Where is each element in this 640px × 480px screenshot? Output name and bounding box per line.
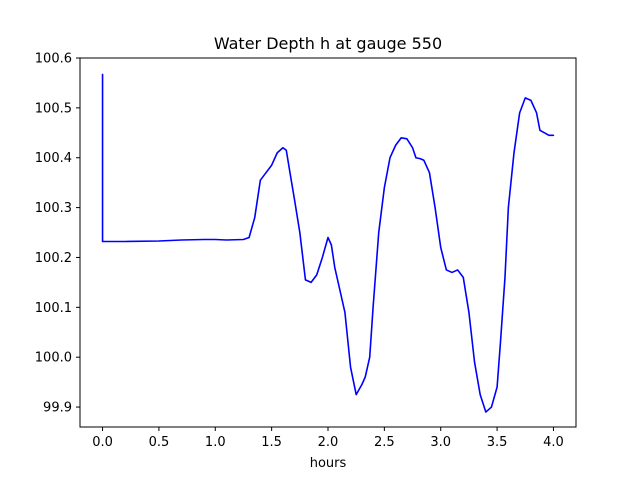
- series-layer: [101, 73, 555, 413]
- x-tick-label: 0.0: [92, 435, 113, 450]
- y-tick-label: 100.6: [35, 52, 72, 67]
- y-tick-label: 100.2: [35, 251, 72, 266]
- x-tick-label: 3.5: [487, 435, 508, 450]
- chart-title: Water Depth h at gauge 550: [214, 34, 442, 53]
- series-line: [101, 73, 555, 413]
- y-tick-label: 99.9: [43, 401, 72, 416]
- x-tick-label: 1.0: [205, 435, 226, 450]
- y-tick-label: 100.3: [35, 201, 72, 216]
- x-tick-label: 2.0: [318, 435, 339, 450]
- x-tick-label: 4.0: [543, 435, 564, 450]
- y-tick-label: 100.1: [35, 301, 72, 316]
- y-tick-label: 100.0: [35, 351, 72, 366]
- x-tick-label: 1.5: [261, 435, 282, 450]
- y-axis: 99.9 100.0 100.1 100.2 100.3 100.4 100.5 100.6: [35, 52, 80, 416]
- x-axis: 0.0 0.5 1.0 1.5 2.0 2.5 3.0 3.5 4.0: [92, 427, 564, 450]
- x-tick-label: 2.5: [374, 435, 395, 450]
- x-axis-label: hours: [310, 456, 347, 471]
- y-tick-label: 100.5: [35, 101, 72, 116]
- y-tick-label: 100.4: [35, 151, 72, 166]
- x-tick-label: 3.0: [430, 435, 451, 450]
- x-tick-label: 0.5: [149, 435, 170, 450]
